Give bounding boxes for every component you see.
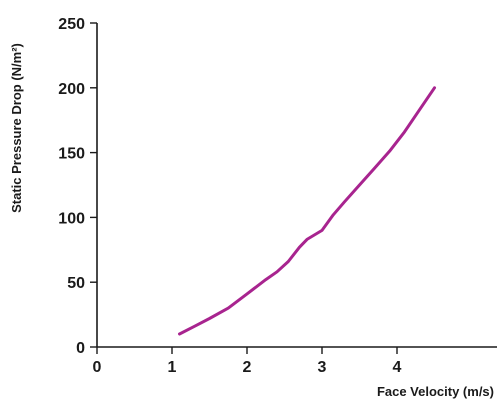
- y-tick-label: 0: [76, 340, 85, 357]
- series-group: [178, 86, 436, 336]
- y-axis-title: Static Pressure Drop (N/m²): [9, 43, 24, 213]
- y-axis-ticks: 0 50 100 150 200 250: [58, 16, 97, 357]
- x-tick-label: 1: [168, 359, 177, 376]
- y-tick-label: 250: [58, 16, 85, 33]
- y-tick-label: 100: [58, 210, 85, 227]
- y-tick-label: 50: [67, 275, 85, 292]
- x-tick-label: 2: [243, 359, 252, 376]
- y-tick-label: 150: [58, 146, 85, 163]
- x-axis-title: Face Velocity (m/s): [377, 384, 494, 399]
- y-tick-label: 200: [58, 81, 85, 98]
- x-axis-ticks: 0 1 2 3 4: [93, 347, 402, 376]
- x-tick-label: 0: [93, 359, 102, 376]
- x-tick-label: 3: [318, 359, 327, 376]
- x-tick-label: 4: [393, 359, 402, 376]
- series-line-0: [178, 86, 436, 336]
